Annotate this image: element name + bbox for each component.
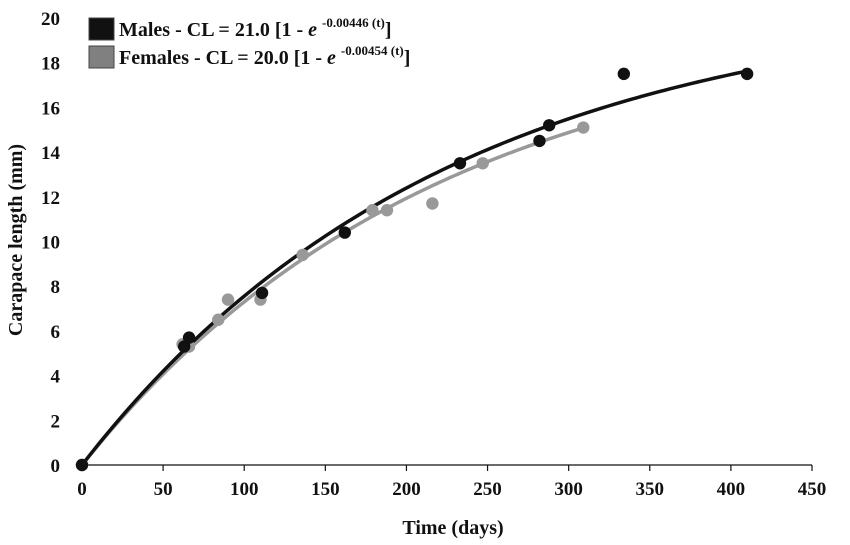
point-females [577,121,590,134]
point-males [740,67,754,81]
point-females [296,248,309,262]
point-males [617,67,631,81]
x-tick-label: 0 [77,479,87,500]
plot-area: 0 50 100 150 200 250 300 350 400 450 0 2 4 6 8 10 12 14 1… [41,9,826,500]
fitted-curves [80,69,748,467]
point-females [366,204,379,217]
legend-item-males: Males - CL = 21.0 [1 - e -0.00446 (t)] [88,15,392,41]
x-tick-label: 250 [473,479,502,500]
x-tick-label: 200 [392,479,421,500]
point-females [426,197,439,210]
point-females [212,313,225,326]
x-tick-label: 50 [154,479,173,500]
y-tick-label: 8 [51,277,61,298]
point-males [75,458,89,472]
point-females [221,293,235,306]
curve-females [80,126,584,467]
x-tick-label: 300 [554,479,583,500]
x-tick-label: 150 [311,479,340,500]
legend-swatch-males [88,17,115,41]
y-axis-ticks: 0 2 4 6 8 10 12 14 16 18 20 [41,9,61,477]
x-tick-label: 400 [717,479,746,500]
legend-swatch-females [88,45,115,69]
x-tick-label: 350 [636,479,665,500]
legend-label-males: Males - CL = 21.0 [1 - e -0.00446 (t)] [119,15,392,41]
point-males [533,134,546,148]
curve-males [80,69,748,467]
y-tick-label: 16 [41,98,60,119]
y-tick-label: 2 [51,411,61,432]
y-tick-label: 18 [41,54,60,75]
y-tick-label: 0 [51,456,61,477]
legend-item-females: Females - CL = 20.0 [1 - e -0.00454 (t)] [88,43,410,69]
y-axis-title: Carapace length (mm) [5,144,27,336]
x-tick-label: 100 [230,479,259,500]
y-tick-label: 14 [41,143,61,164]
point-males [338,226,351,239]
data-points [75,67,754,472]
y-tick-label: 10 [41,233,60,254]
y-tick-label: 12 [41,188,60,209]
legend: Males - CL = 21.0 [1 - e -0.00446 (t)] Fe… [88,15,410,69]
legend-label-females: Females - CL = 20.0 [1 - e -0.00454 (t)] [119,43,410,69]
point-males [182,331,196,344]
x-axis-title: Time (days) [402,517,503,539]
y-tick-label: 4 [51,367,61,388]
x-axis-ticks: 0 50 100 150 200 250 300 350 400 450 [77,465,826,500]
point-males [543,119,556,132]
point-males [255,286,269,300]
x-tick-label: 450 [798,479,827,500]
y-tick-label: 20 [41,9,60,30]
point-females [380,204,394,217]
point-females [476,157,489,170]
point-males [453,157,467,170]
y-tick-label: 6 [51,322,61,343]
